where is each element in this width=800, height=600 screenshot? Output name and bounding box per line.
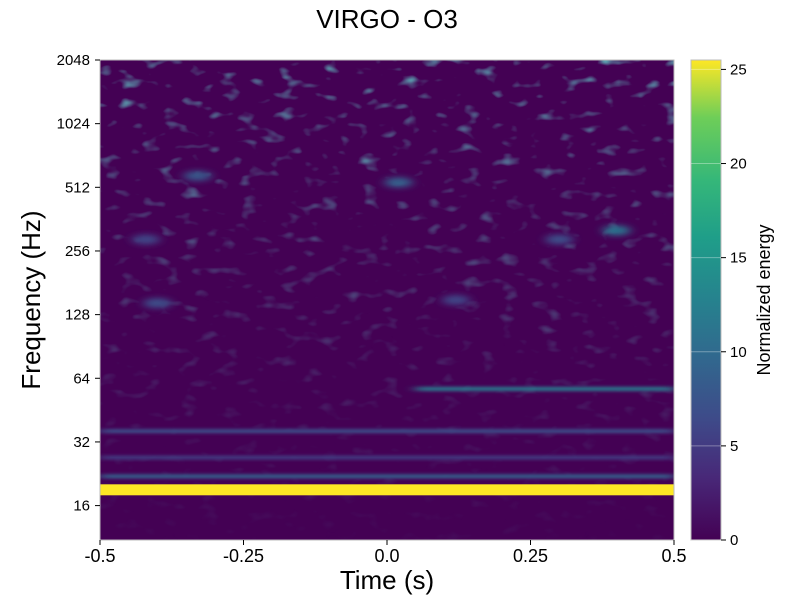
energy-blob [143,298,172,309]
x-axis-label: Time (s) [340,565,434,595]
energy-features [100,170,674,496]
colorbar-frame [690,59,722,541]
energy-band [100,484,674,496]
colorbar-tick-label: 0 [730,532,738,549]
plot-area [100,60,674,540]
colorbar [691,60,721,540]
y-tick-label: 16 [73,498,90,515]
y-tick-label: 2048 [57,52,90,69]
x-tick-label: 0.25 [513,546,548,566]
colorbar-axis: 0 5 10 15 20 25 [691,61,747,549]
y-tick-label: 1024 [57,116,90,133]
chart-title: VIRGO - O3 [316,4,458,34]
energy-blob [183,170,212,181]
y-tick-label: 64 [73,370,90,387]
x-tick-label: 0.5 [661,546,686,566]
energy-blob [602,225,631,236]
energy-blob [384,177,413,188]
y-axis: 16 32 64 128 256 512 1024 2048 [57,52,100,515]
x-axis: -0.5 -0.25 0.0 0.25 0.5 [84,540,687,566]
y-tick-label: 128 [65,307,90,324]
colorbar-tick-label: 5 [730,438,738,455]
noise-texture [100,60,674,540]
colorbar-tick-label: 20 [730,156,747,173]
colorbar-tick-label: 15 [730,250,747,267]
y-tick-label: 32 [73,434,90,451]
x-tick-label: -0.25 [223,546,264,566]
colorbar-tick-label: 25 [730,61,747,78]
energy-band [100,455,674,460]
energy-blob [441,295,470,306]
x-tick-label: 0.0 [374,546,399,566]
colorbar-tick-label: 10 [730,344,747,361]
y-tick-label: 256 [65,243,90,260]
y-axis-label: Frequency (Hz) [16,210,46,389]
colorbar-label: Normalized energy [754,224,774,375]
y-tick-label: 512 [65,179,90,196]
energy-band [415,386,674,391]
energy-band [100,429,674,434]
energy-band [100,474,674,479]
x-tick-label: -0.5 [84,546,115,566]
energy-blob [131,234,160,245]
energy-blob [545,234,574,245]
